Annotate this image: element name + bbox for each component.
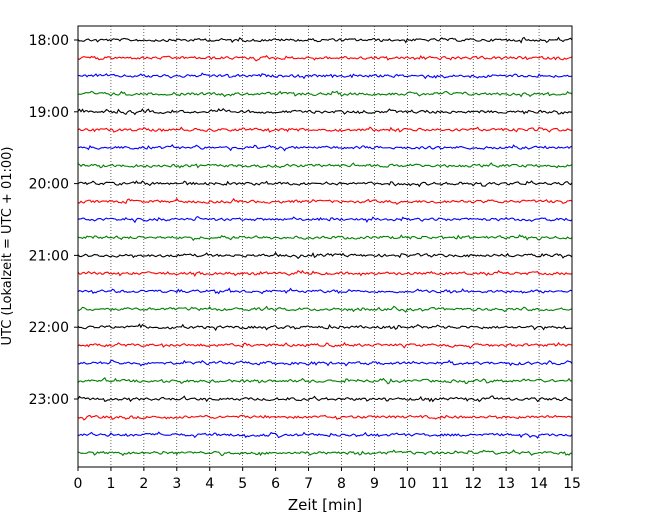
trace-2245	[77, 377, 573, 385]
x-tick-label: 1	[106, 476, 115, 492]
plot-area	[78, 26, 572, 467]
y-tick-label: 19:00	[29, 105, 69, 121]
trace-1945	[77, 162, 573, 169]
trace-1815	[77, 55, 573, 62]
y-tick-label: 18:00	[29, 33, 69, 49]
x-tick-label: 2	[139, 476, 148, 492]
trace-2215	[77, 341, 573, 349]
trace-2230	[77, 359, 573, 367]
x-tick-label: 12	[464, 476, 482, 492]
trace-1800	[77, 36, 573, 44]
y-axis-label: UTC (Lokalzeit = UTC + 01:00)	[0, 147, 15, 346]
x-tick-label: 6	[271, 476, 280, 492]
trace-2200	[77, 323, 573, 332]
trace-2330	[77, 431, 573, 439]
trace-2345	[77, 449, 573, 457]
trace-2015	[77, 197, 573, 206]
trace-1930	[77, 144, 573, 152]
x-tick-label: 7	[304, 476, 313, 492]
trace-2045	[77, 234, 573, 242]
y-axis-ticks: 18:00 19:00 20:00 21:00 22:00 23:00	[29, 33, 78, 408]
x-tick-label: 3	[172, 476, 181, 492]
x-tick-label: 8	[337, 476, 346, 492]
trace-1900	[77, 107, 573, 116]
trace-2100	[77, 251, 573, 260]
y-tick-label: 20:00	[29, 177, 69, 193]
trace-2030	[77, 215, 573, 224]
x-tick-label: 13	[497, 476, 515, 492]
trace-2115	[77, 269, 573, 277]
trace-1915	[77, 126, 573, 133]
y-tick-label: 22:00	[29, 320, 69, 336]
trace-2315	[77, 414, 573, 421]
x-tick-label: 5	[238, 476, 247, 492]
x-axis-ticks: 0 1 2 3 4 5 6 7 8 9 10 11 12 13 14 15	[74, 467, 581, 492]
y-tick-label: 21:00	[29, 248, 69, 264]
x-tick-label: 10	[398, 476, 416, 492]
trace-2145	[77, 305, 573, 313]
trace-2300	[77, 395, 573, 403]
plot-frame	[77, 25, 573, 468]
x-axis-label: Zeit [min]	[288, 496, 362, 514]
x-tick-label: 0	[74, 476, 83, 492]
x-tick-label: 11	[431, 476, 449, 492]
trace-2130	[77, 287, 573, 295]
x-tick-label: 15	[563, 476, 581, 492]
trace-1830	[77, 72, 573, 80]
x-tick-label: 14	[530, 476, 548, 492]
trace-2000	[77, 180, 573, 188]
x-tick-label: 9	[370, 476, 379, 492]
trace-group	[77, 36, 573, 457]
x-tick-label: 4	[205, 476, 214, 492]
y-tick-label: 23:00	[29, 392, 69, 408]
trace-1845	[77, 90, 573, 98]
